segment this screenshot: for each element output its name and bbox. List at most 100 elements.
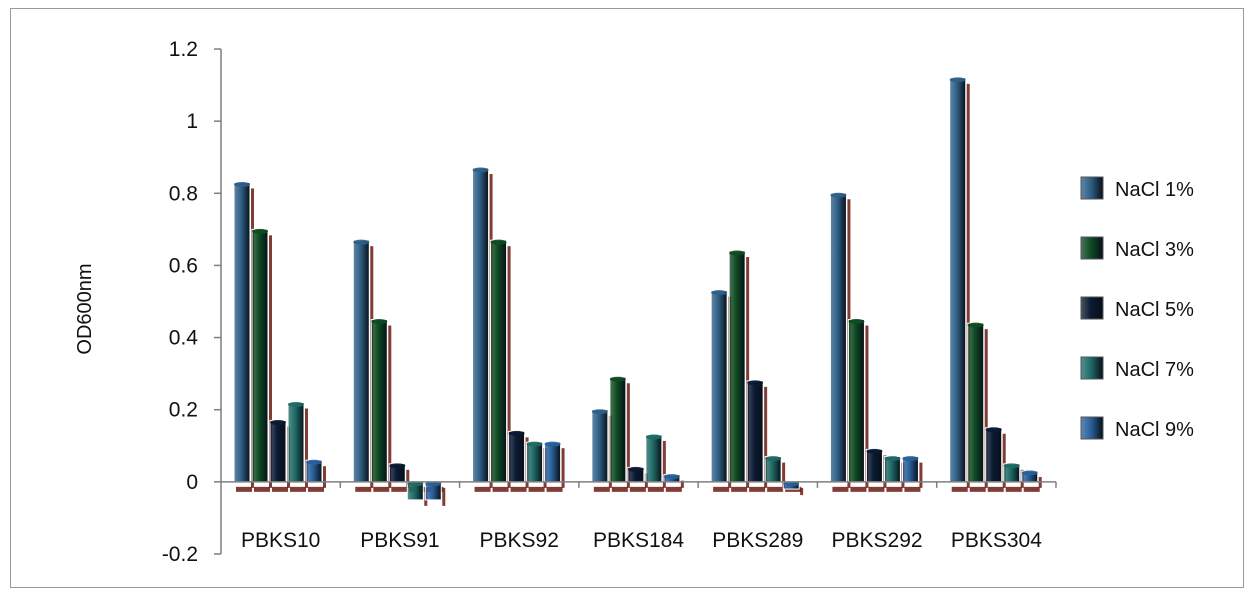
bar-floor-shadow: [951, 486, 968, 492]
bar-PBKS92-nacl-5-: [508, 430, 526, 483]
bar-cap: [627, 466, 644, 472]
y-tick-label: 0.4: [169, 327, 199, 350]
bar-PBKS292-nacl-5-: [865, 448, 883, 483]
bar-shadow: [561, 448, 565, 488]
bar-floor-shadow: [546, 486, 563, 492]
y-tick-label: -0.2: [162, 543, 198, 566]
bar-PBKS304-nacl-3-: [967, 322, 985, 483]
bar-cap: [765, 456, 782, 462]
bar-cap: [526, 441, 543, 447]
bar-floor-shadow: [767, 486, 784, 492]
bar-PBKS10-nacl-1-: [233, 181, 251, 483]
bar-cap: [508, 430, 525, 436]
bar-floor-shadow: [713, 486, 730, 492]
bar-cap: [866, 448, 883, 454]
bar-floor-shadow: [987, 486, 1004, 492]
x-axis: PBKS10 PBKS91 PBKS92 PBKS184 PBKS289 PBKS292 P…: [221, 481, 1057, 552]
bar-cap: [729, 250, 746, 256]
bar-floor-shadow: [731, 486, 748, 492]
bar-shadow: [800, 487, 804, 496]
bar-PBKS10-nacl-7-: [287, 402, 305, 483]
bar-PBKS184-nacl-7-: [645, 434, 663, 483]
bar-cap: [711, 290, 728, 296]
bar-shadow: [507, 246, 511, 488]
bar-floor-shadow: [850, 486, 867, 492]
bar-cap: [747, 380, 764, 386]
bar-cap: [490, 239, 507, 245]
bar-cap: [270, 420, 286, 426]
bar-floor-shadow: [868, 486, 885, 492]
y-tick-label: 0.8: [169, 182, 198, 205]
bar-shadow: [269, 235, 272, 488]
bar-cap: [884, 456, 901, 462]
bar-PBKS292-nacl-1-: [829, 192, 847, 483]
bar-cap: [389, 463, 406, 469]
y-tick-label: 1: [186, 110, 198, 133]
legend-swatch: [1080, 356, 1104, 380]
y-tick-label: 0: [186, 471, 198, 494]
bar-cap: [472, 167, 489, 173]
bar-floor-shadow: [832, 486, 849, 492]
bar-shadow: [662, 440, 666, 488]
bar-shadow: [626, 383, 630, 488]
bar-PBKS92-nacl-9-: [544, 441, 562, 483]
bar-shadow: [388, 325, 392, 488]
x-tick-label: PBKS292: [832, 529, 923, 552]
bar-PBKS91-nacl-1-: [352, 239, 370, 483]
bar-PBKS92-nacl-1-: [472, 167, 490, 483]
bar-PBKS304-nacl-5-: [985, 427, 1003, 483]
bar-chart: -0.2 0 0.2 0.4 0.6 0.8 1 1.2 PBKS10 PBKS91 PBKS92…: [74, 38, 1194, 566]
bar-floor-shadow: [492, 486, 509, 492]
bar-floor-shadow: [886, 486, 903, 492]
legend-label: NaCl 1%: [1115, 179, 1194, 201]
bar-floor-shadow: [254, 486, 270, 492]
bar-cap: [353, 239, 370, 245]
y-tick-label: 0.6: [169, 254, 198, 277]
bar-shadow: [406, 469, 410, 488]
bar-floor-shadow: [236, 486, 252, 492]
bar-floor-shadow: [510, 486, 527, 492]
bar-PBKS184-nacl-1-: [591, 409, 609, 483]
bar-floor-shadow: [1023, 486, 1040, 492]
bar-shadow: [1002, 433, 1006, 488]
bar-floor-shadow: [665, 486, 682, 492]
bar-cap: [234, 181, 250, 187]
y-axis-title: OD600nm: [74, 263, 96, 354]
bar-cap: [902, 456, 919, 462]
x-tick-label: PBKS92: [480, 529, 559, 552]
bar-PBKS289-nacl-5-: [746, 380, 764, 483]
bar-shadow: [442, 487, 446, 506]
bar-cap: [1021, 470, 1038, 476]
bar-cap: [1003, 463, 1020, 469]
bars: [233, 77, 1042, 506]
legend-label: NaCl 9%: [1115, 419, 1194, 441]
bar-cap: [967, 322, 984, 328]
bar-cap: [591, 409, 608, 415]
bar-cap: [985, 427, 1002, 433]
bar-cap: [544, 441, 561, 447]
bar-floor-shadow: [373, 486, 390, 492]
bar-shadow: [746, 257, 750, 488]
bar-floor-shadow: [308, 486, 324, 492]
x-tick-label: PBKS289: [712, 529, 803, 552]
bar-floor-shadow: [611, 486, 628, 492]
bar-cap: [288, 402, 304, 407]
bar-floor-shadow: [474, 486, 491, 492]
bar-cap: [371, 319, 388, 325]
bar-cap: [663, 474, 680, 480]
bar-floor-shadow: [391, 486, 408, 492]
bar-shadow: [966, 83, 970, 488]
y-tick-label: 0.2: [169, 399, 198, 422]
bar-floor-shadow: [749, 486, 766, 492]
y-tick-label: 1.2: [169, 38, 198, 61]
chart-frame: -0.2 0 0.2 0.4 0.6 0.8 1 1.2 PBKS10 PBKS91 PBKS92…: [10, 8, 1244, 588]
x-tick-label: PBKS91: [360, 529, 439, 552]
bar-cap: [306, 459, 322, 465]
legend-label: NaCl 5%: [1115, 299, 1194, 321]
bar-PBKS289-nacl-3-: [728, 250, 746, 483]
bar-cap: [645, 434, 662, 440]
bar-floor-shadow: [647, 486, 664, 492]
bar-cap: [252, 228, 268, 234]
bar-floor-shadow: [629, 486, 646, 492]
bar-cap: [949, 77, 966, 83]
